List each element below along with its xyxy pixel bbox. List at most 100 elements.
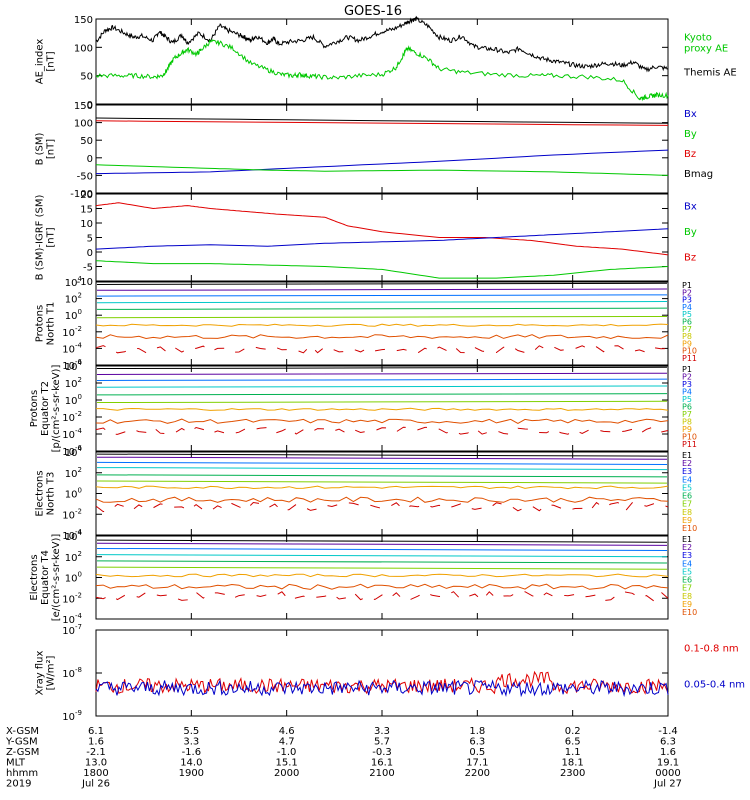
channel-line [96, 480, 668, 484]
legend-entry: P7 [682, 410, 692, 419]
axis-value: -1.0 [277, 747, 297, 758]
axis-value: 16.1 [371, 758, 393, 769]
y-axis-label: North T3 [46, 472, 57, 516]
channel-line [95, 583, 669, 590]
legend-entry: P1 [682, 365, 692, 374]
y-axis-label: [nT] [46, 227, 57, 247]
y-axis-label: Equator T4 [40, 550, 51, 605]
legend-entry: E3 [682, 551, 692, 560]
legend-entry: P8 [682, 332, 692, 341]
series-kyoto-proxy-ae [95, 39, 669, 102]
channel-line [96, 461, 668, 465]
axis-value: 6.3 [660, 737, 676, 748]
y-axis-label: B (SM) [35, 132, 46, 165]
axis-value: 19.1 [657, 758, 679, 769]
y-axis-label: [nT] [46, 139, 57, 159]
y-tick-label: -5 [83, 263, 93, 274]
axis-value: Jul 27 [653, 779, 682, 790]
legend-entry: E4 [682, 559, 692, 568]
y-tick-label: 50 [80, 72, 93, 83]
y-tick-label: 50 [80, 136, 93, 147]
axis-value: 4.7 [279, 737, 295, 748]
channel-line [96, 294, 668, 297]
y-axis-label: [p/(cm²-s-sr-keV)] [51, 365, 62, 453]
series-bx [95, 228, 669, 250]
axis-value: 6.1 [88, 726, 104, 737]
channel-line [95, 591, 669, 602]
legend-entry: P4 [682, 388, 692, 397]
legend-entry: P7 [682, 325, 692, 334]
channel-line [95, 418, 669, 424]
legend-entry: By [684, 129, 697, 140]
legend-entry: P9 [682, 339, 692, 348]
y-tick-label: -10 [77, 277, 93, 288]
series-by [95, 164, 669, 176]
legend-entry: E8 [682, 508, 692, 517]
channel-line [95, 496, 669, 503]
legend-entry: P11 [682, 440, 697, 449]
panel-bsm: -100 -50 0 50 100 150 B (SM) [nT] Bx By Bz Bmag [35, 101, 714, 200]
legend-entry: E6 [682, 576, 692, 585]
panel-frame [95, 18, 669, 105]
axis-value: 2100 [369, 768, 394, 779]
channel-line [96, 372, 668, 375]
panel-bdiff: -10 -5 0 5 10 15 20 B (SM)-IGRF (SM) [nT] Bx By Bz [35, 190, 697, 288]
channel-line [95, 426, 669, 435]
panel-frame [95, 193, 669, 282]
channel-line [96, 453, 668, 457]
axis-value: -1.6 [182, 747, 202, 758]
y-tick-label: 102 [65, 550, 82, 564]
legend-entry: E1 [682, 451, 692, 460]
channel-line [96, 456, 668, 460]
legend-entry: P6 [682, 318, 692, 327]
legend-entry: 0.05-0.4 nm [684, 679, 745, 690]
axis-value: 3.3 [374, 726, 390, 737]
y-axis-label: [nT] [46, 51, 57, 71]
legend-entry: E2 [682, 459, 692, 468]
legend-entry: E5 [682, 483, 692, 492]
y-axis-label: Protons [29, 390, 40, 427]
axis-value: 1.1 [565, 747, 581, 758]
y-axis-label: Electrons [29, 554, 40, 600]
legend-entry: P3 [682, 380, 692, 389]
legend-entry: Themis AE [683, 68, 737, 79]
channel-line [96, 315, 668, 319]
y-tick-label: 5 [87, 234, 93, 245]
y-tick-label: 150 [74, 101, 93, 112]
y-axis-label: AE_index [35, 39, 46, 85]
legend-entry: Bz [684, 149, 696, 160]
axis-value: 0000 [655, 768, 680, 779]
axis-value: 3.3 [183, 737, 199, 748]
legend-entry: P10 [682, 433, 697, 442]
axis-row-label: MLT [6, 758, 26, 769]
axis-value: 1.6 [88, 737, 104, 748]
channel-line [96, 400, 668, 404]
channel-line [96, 378, 668, 381]
legend-entry: E7 [682, 584, 692, 593]
y-tick-label: 104 [65, 529, 83, 543]
legend-entry: Kyoto proxy AE [684, 32, 728, 54]
axis-value: -2.1 [86, 747, 106, 758]
y-tick-label: 10-4 [62, 427, 82, 441]
legend-entry: By [684, 227, 697, 238]
channel-line [96, 288, 668, 291]
y-tick-label: 10 [80, 219, 93, 230]
axis-value: 15.1 [276, 758, 298, 769]
legend-entry: E3 [682, 467, 692, 476]
legend-entry: E9 [682, 600, 692, 609]
legend-entry: E1 [682, 535, 692, 544]
legend-entry: P6 [682, 403, 692, 412]
y-axis-label: Xray flux [35, 651, 46, 696]
y-tick-label: 0 [87, 100, 93, 111]
channel-line [96, 366, 668, 370]
y-tick-label: 100 [65, 393, 82, 407]
axis-value: 2000 [274, 768, 299, 779]
series-by [95, 260, 669, 279]
legend-entry: P9 [682, 425, 692, 434]
panel-frame [95, 629, 669, 717]
y-tick-label: 150 [74, 15, 93, 26]
channel-line [96, 566, 668, 570]
